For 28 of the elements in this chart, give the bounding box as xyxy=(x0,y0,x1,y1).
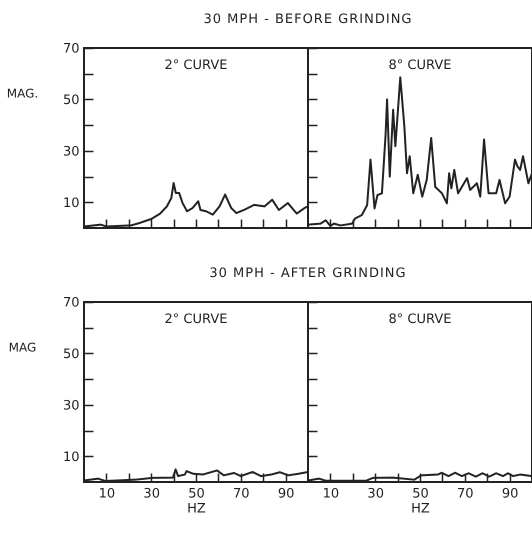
x-tick-label: 50 xyxy=(412,486,429,502)
x-tick-label: 90 xyxy=(278,486,294,502)
y-axis-title: MAG xyxy=(8,340,36,354)
y-tick-label: 10 xyxy=(62,450,80,465)
y-tick-label: 30 xyxy=(62,398,80,414)
y-tick-label: 30 xyxy=(62,144,80,160)
x-tick-label: 70 xyxy=(233,486,250,502)
x-tick-label: 30 xyxy=(143,486,160,502)
y-axis-title: MAG. xyxy=(6,86,38,100)
x-tick-label: 30 xyxy=(367,486,384,502)
annotation: 8° CURVE xyxy=(388,312,452,327)
y-tick-label: 50 xyxy=(62,92,80,108)
x-axis-title: HZ xyxy=(411,502,430,516)
x-tick-label: 50 xyxy=(188,486,205,502)
x-tick-label: 10 xyxy=(322,486,340,502)
y-tick-label: 50 xyxy=(62,346,80,362)
x-tick-label: 70 xyxy=(457,486,474,502)
x-tick-label: 10 xyxy=(98,486,116,502)
y-tick-label: 70 xyxy=(62,42,80,56)
annotation: 2° CURVE xyxy=(164,312,228,327)
chart-title: 30 MPH - AFTER GRINDING xyxy=(208,266,408,281)
x-tick-label: 90 xyxy=(502,486,518,502)
annotation: 2° CURVE xyxy=(164,58,228,73)
x-axis-title: HZ xyxy=(187,502,206,516)
chart-title: 30 MPH - BEFORE GRINDING xyxy=(202,12,414,27)
y-tick-label: 10 xyxy=(62,196,80,211)
annotation: 8° CURVE xyxy=(388,58,452,73)
y-tick-label: 70 xyxy=(62,296,80,310)
